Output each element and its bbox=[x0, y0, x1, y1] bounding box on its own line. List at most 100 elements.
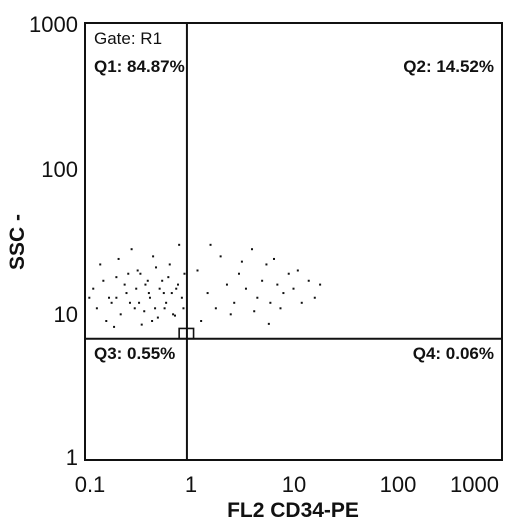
scatter-point bbox=[125, 292, 128, 295]
scatter-point bbox=[273, 257, 275, 260]
scatter-point bbox=[154, 307, 157, 310]
scatter-point bbox=[319, 283, 322, 286]
scatter-point bbox=[174, 314, 176, 317]
scatter-point bbox=[292, 287, 295, 290]
scatter-point bbox=[161, 279, 164, 282]
scatter-point bbox=[151, 320, 154, 322]
scatter-point bbox=[300, 301, 303, 304]
scatter-points bbox=[88, 243, 322, 328]
x-axis-title: FL2 CD34-PE bbox=[227, 499, 359, 522]
scatter-point bbox=[167, 276, 170, 279]
x-tick-label-1: 1 bbox=[185, 472, 197, 497]
scatter-point bbox=[128, 301, 131, 304]
scatter-point bbox=[152, 255, 155, 258]
scatter-point bbox=[168, 263, 171, 266]
scatter-point bbox=[146, 279, 149, 282]
scatter-point bbox=[113, 325, 116, 328]
scatter-point bbox=[143, 310, 146, 313]
y-tick-label-1000: 1000 bbox=[29, 12, 78, 37]
scatter-point bbox=[196, 269, 199, 272]
scatter-point bbox=[253, 310, 256, 313]
scatter-point bbox=[267, 322, 270, 325]
scatter-point bbox=[163, 307, 166, 310]
scatter-point bbox=[200, 320, 203, 322]
scatter-point bbox=[139, 272, 142, 275]
scatter-point bbox=[156, 316, 159, 319]
scatter-point bbox=[162, 292, 165, 295]
quadrant-q3-label: Q3: 0.55% bbox=[94, 344, 175, 363]
scatter-point bbox=[172, 313, 175, 316]
x-tick-label-100: 100 bbox=[380, 472, 417, 497]
scatter-point bbox=[183, 272, 186, 275]
scatter-point bbox=[265, 263, 268, 266]
quadrant-marker-box[interactable] bbox=[178, 327, 195, 340]
scatter-point bbox=[170, 292, 173, 295]
scatter-point bbox=[130, 248, 133, 251]
scatter-point bbox=[148, 296, 151, 299]
scatter-point bbox=[307, 279, 310, 282]
quadrant-q2-label: Q2: 14.52% bbox=[403, 57, 494, 76]
scatter-point bbox=[287, 272, 290, 275]
scatter-point bbox=[219, 255, 222, 258]
scatter-point bbox=[282, 292, 285, 295]
scatter-point bbox=[88, 296, 91, 299]
quadrant-q1-label: Q1: 84.87% bbox=[94, 57, 185, 76]
scatter-point bbox=[229, 313, 232, 316]
scatter-point bbox=[269, 301, 272, 304]
scatter-point bbox=[206, 292, 209, 295]
scatter-point bbox=[279, 307, 282, 310]
scatter-point bbox=[209, 243, 212, 246]
y-axis-title: SSC - bbox=[6, 214, 29, 270]
y-tick-label-100: 100 bbox=[41, 157, 78, 182]
scatter-point bbox=[261, 279, 264, 282]
gate-label: Gate: R1 bbox=[94, 29, 162, 48]
scatter-point bbox=[251, 248, 254, 251]
x-tick-label-0.1: 0.1 bbox=[75, 472, 106, 497]
scatter-point bbox=[296, 269, 299, 272]
scatter-point bbox=[136, 269, 139, 272]
y-tick-label-10: 10 bbox=[54, 302, 78, 327]
scatter-point bbox=[119, 313, 122, 316]
scatter-point bbox=[175, 287, 178, 290]
scatter-point bbox=[240, 260, 243, 263]
scatter-point bbox=[115, 276, 118, 279]
scatter-point bbox=[233, 301, 236, 304]
scatter-point bbox=[99, 263, 102, 266]
scatter-point bbox=[138, 301, 141, 304]
scatter-point bbox=[123, 283, 126, 286]
scatter-point bbox=[180, 296, 183, 299]
quadrant-q4-label: Q4: 0.06% bbox=[413, 344, 494, 363]
scatter-point bbox=[108, 296, 111, 299]
scatter-point bbox=[102, 279, 105, 282]
scatter-point bbox=[92, 287, 95, 290]
scatter-point bbox=[135, 287, 138, 290]
scatter-point bbox=[110, 301, 113, 304]
scatter-point bbox=[225, 283, 228, 286]
scatter-point bbox=[147, 292, 150, 295]
scatter-point bbox=[182, 307, 185, 310]
scatter-point bbox=[256, 296, 259, 299]
scatter-point bbox=[133, 307, 136, 310]
scatter-point bbox=[105, 320, 108, 322]
scatter-point bbox=[115, 296, 118, 299]
scatter-point bbox=[158, 287, 161, 290]
scatter-point bbox=[214, 307, 217, 310]
y-tick-label-1: 1 bbox=[66, 445, 78, 470]
scatter-point bbox=[140, 323, 143, 326]
scatter-point bbox=[178, 243, 181, 246]
scatter-point bbox=[144, 283, 147, 286]
plot-frame bbox=[84, 22, 503, 461]
scatter-point bbox=[237, 272, 240, 275]
scatter-point bbox=[177, 283, 179, 286]
scatter-point bbox=[117, 257, 120, 260]
x-tick-label-10: 10 bbox=[282, 472, 306, 497]
scatter-point bbox=[313, 296, 316, 299]
scatter-point bbox=[127, 272, 130, 275]
scatter-point bbox=[155, 266, 158, 269]
x-tick-label-1000: 1000 bbox=[450, 472, 499, 497]
scatter-point bbox=[276, 283, 279, 286]
scatter-point bbox=[244, 287, 247, 290]
scatter-point bbox=[165, 301, 168, 304]
